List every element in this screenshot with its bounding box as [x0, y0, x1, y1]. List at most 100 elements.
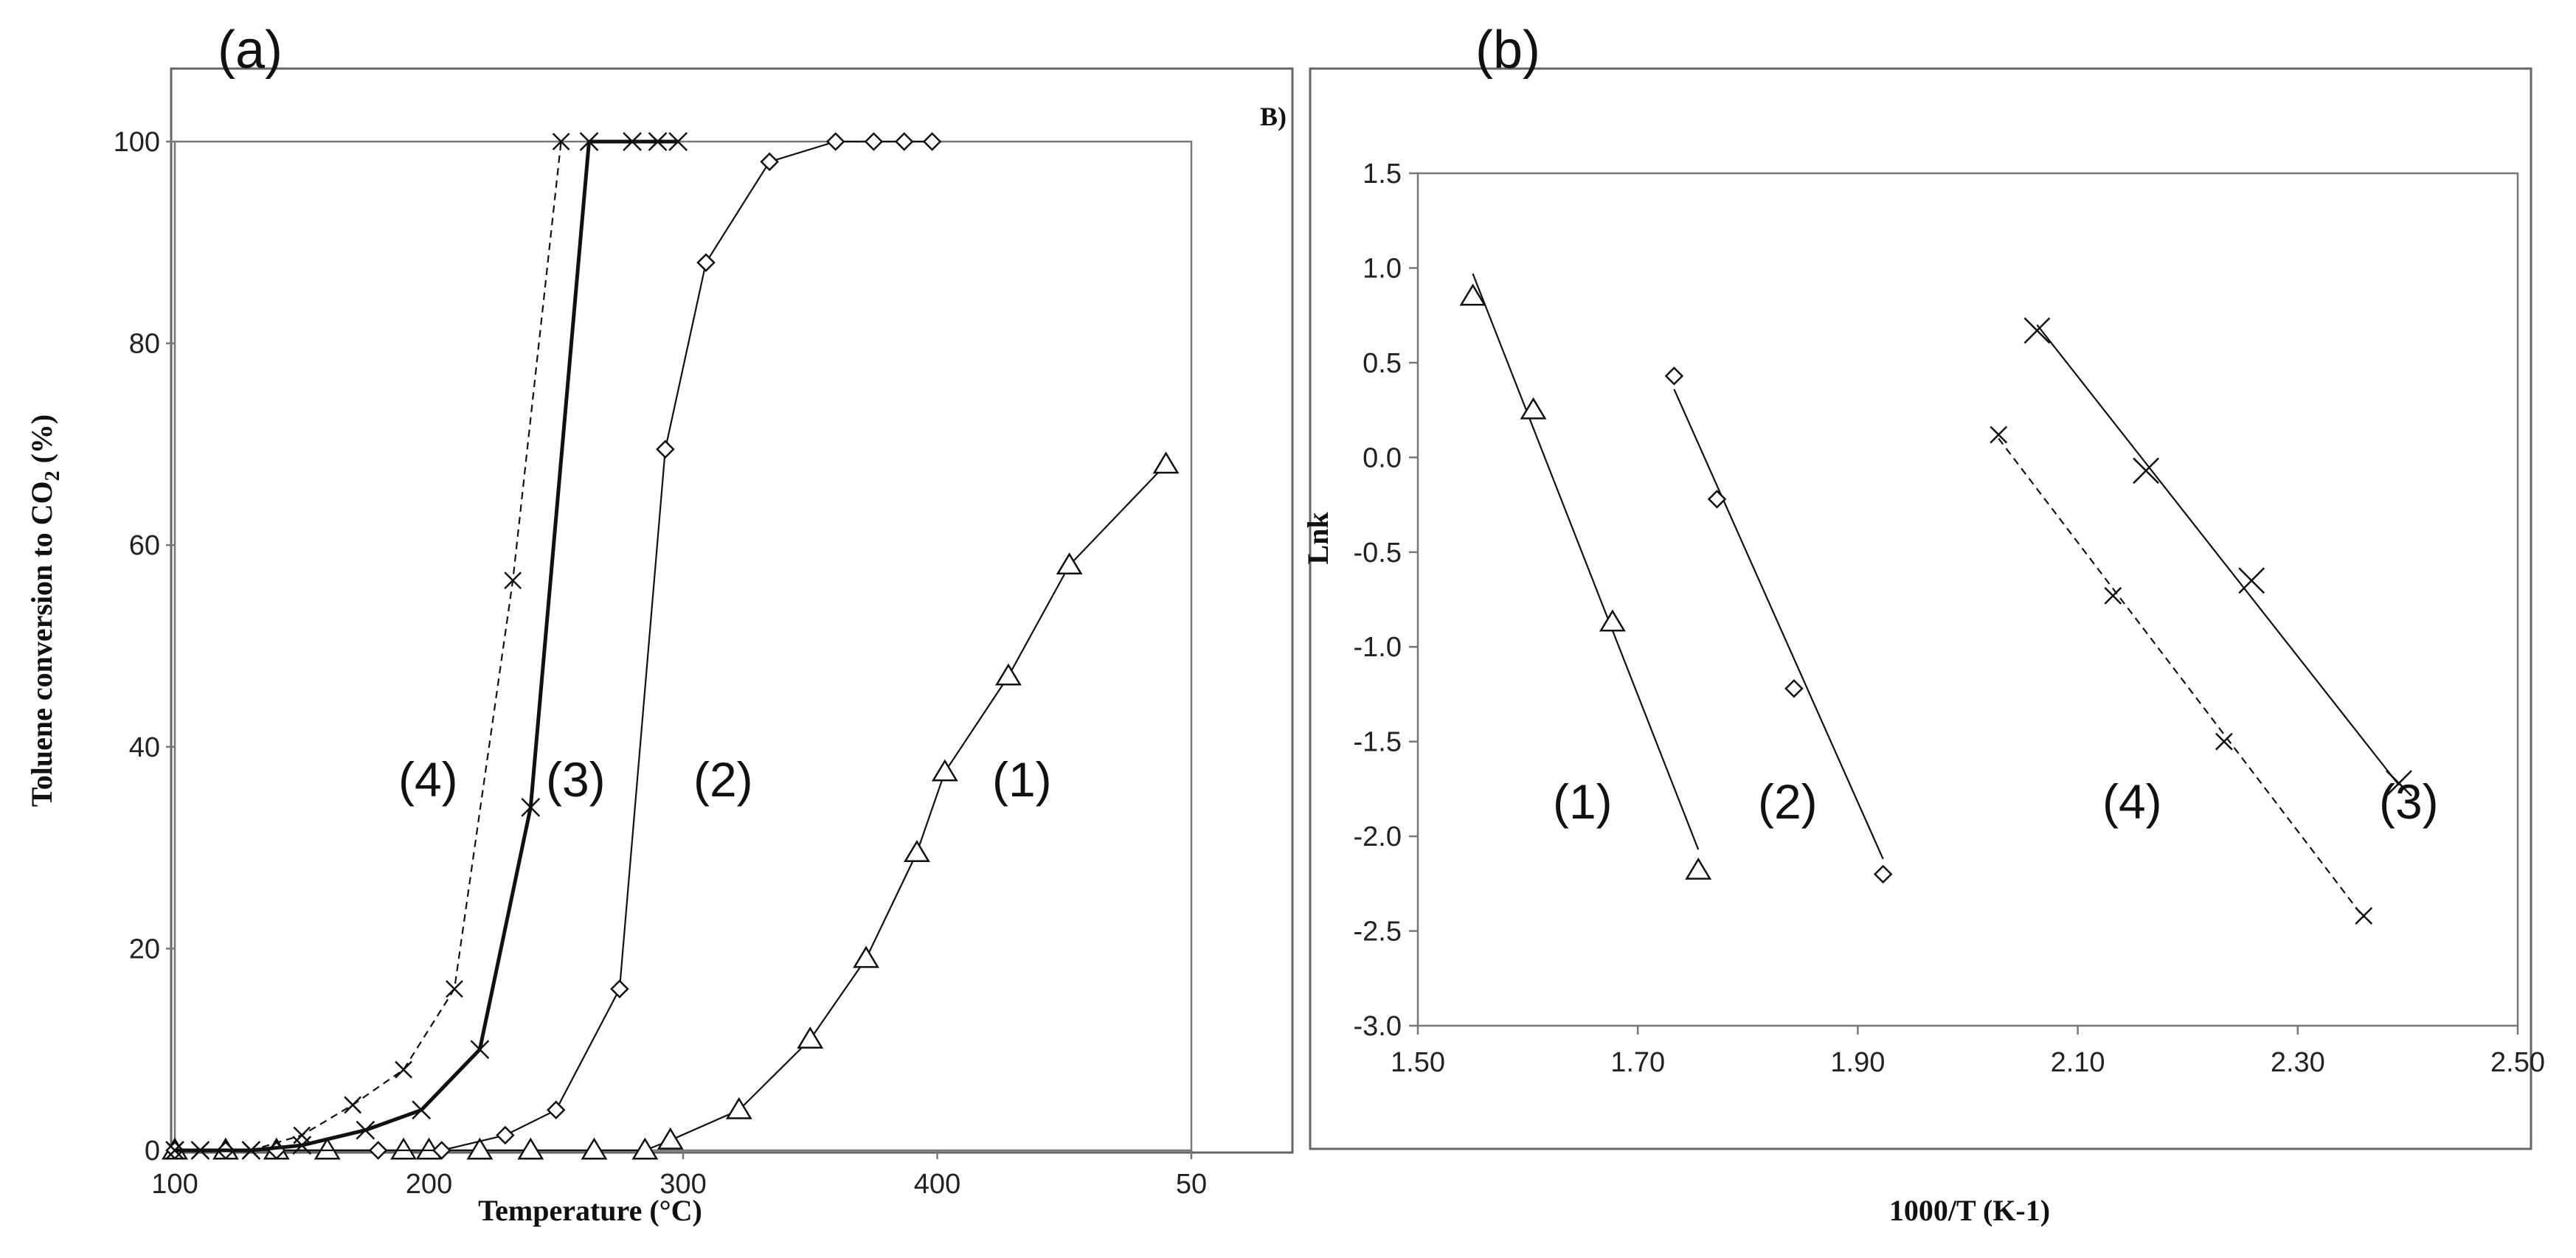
data-point-a-2 [696, 253, 716, 272]
data-point-a-1 [903, 840, 930, 862]
y-tick-label-b: 1.0 [1363, 253, 1402, 284]
data-point-a-1 [657, 1127, 684, 1150]
y-tick-label-b: -3.0 [1354, 1011, 1402, 1042]
y-axis-title-a-main: Toluene conversion to CO [25, 481, 58, 807]
curve-label-a-3: (3) [546, 752, 606, 807]
x-tick-label-a: 300 [659, 1169, 706, 1200]
data-point-a-3 [623, 132, 642, 151]
data-point-a-3 [292, 1136, 312, 1156]
y-axis-title-b: Lnk [1301, 512, 1334, 565]
curve-label-b-1: (1) [1553, 774, 1613, 829]
data-point-b-2 [1873, 864, 1893, 884]
y-tick-label-b: -2.5 [1354, 917, 1402, 948]
y-tick-label-b: 1.5 [1363, 159, 1402, 190]
panel-a-frame [170, 67, 1294, 1154]
chart-b-plot-box [1416, 172, 2519, 1027]
data-point-a-1 [631, 1137, 659, 1160]
data-point-b-1 [1685, 857, 1712, 880]
data-point-a-2 [546, 1100, 566, 1120]
series-line-a-2 [175, 140, 932, 1152]
x-tick-label-a: 200 [406, 1169, 452, 1200]
y-axis-title-a-sub: 2 [41, 470, 64, 481]
data-point-b-1 [1459, 283, 1486, 306]
data-point-a-4 [166, 1141, 184, 1159]
data-point-a-1 [466, 1137, 494, 1160]
panel-label-b: (b) [1475, 21, 1540, 80]
chart-a-plot-box [173, 140, 1193, 1152]
data-point-b-4 [2355, 907, 2373, 925]
x-tick-label-a: 100 [151, 1169, 198, 1200]
curve-label-b-3: (3) [2379, 774, 2439, 829]
data-point-a-3 [470, 1040, 490, 1060]
fit-line-b-2 [1673, 389, 1884, 860]
data-point-a-1 [1152, 451, 1180, 474]
y-tick-label-a: 60 [129, 530, 160, 561]
y-tick-label-b: -2.0 [1354, 821, 1402, 852]
y-tick-label-a: 80 [129, 329, 160, 360]
y-axis-title-a: Toluene conversion to CO2 (%) [25, 414, 64, 807]
y-tick-label-b: -0.5 [1354, 538, 1402, 569]
data-point-a-4 [446, 980, 463, 998]
data-point-a-2 [864, 132, 884, 151]
fit-line-b-3 [2036, 324, 2400, 786]
data-point-a-2 [825, 132, 845, 151]
data-point-b-3 [2238, 567, 2265, 594]
data-point-a-2 [922, 132, 942, 151]
data-point-a-1 [581, 1137, 608, 1160]
y-tick-label-a: 20 [129, 934, 160, 965]
data-point-a-4 [395, 1060, 412, 1079]
panel-label-a: (a) [218, 21, 283, 80]
data-point-a-4 [344, 1096, 362, 1114]
data-point-a-1 [314, 1137, 341, 1160]
data-point-a-1 [995, 663, 1022, 686]
data-point-a-2 [894, 132, 914, 151]
data-point-a-1 [725, 1097, 752, 1119]
fit-line-b-1 [1472, 273, 1700, 850]
x-axis-title-a: Temperature (°C) [478, 1194, 702, 1227]
data-point-b-3 [2023, 317, 2051, 344]
data-point-b-2 [1707, 490, 1727, 509]
x-tick-label-b: 2.10 [2051, 1047, 2105, 1078]
series-line-a-1 [175, 464, 1167, 1152]
data-point-a-1 [390, 1137, 418, 1160]
y-tick-label-b: 0.0 [1363, 442, 1402, 473]
data-point-a-3 [579, 132, 599, 151]
data-point-a-4 [242, 1141, 260, 1159]
data-point-b-1 [1599, 609, 1626, 632]
data-point-a-2 [368, 1141, 388, 1160]
x-tick-label-b: 1.50 [1391, 1047, 1445, 1078]
data-point-b-3 [2133, 457, 2159, 484]
x-tick-label-b: 2.30 [2271, 1047, 2325, 1078]
fit-line-b-4 [1998, 437, 2365, 919]
y-axis-title-a-tail: (%) [25, 414, 58, 471]
y-tick-label-a: 40 [129, 732, 160, 763]
chart-a-plot: 0 20 40 60 80 100 100 200 300 400 50 [114, 127, 1208, 1200]
x-tick-label-b: 2.50 [2490, 1047, 2545, 1078]
x-tick-label-a: 400 [914, 1169, 960, 1200]
y-tick-label-a: 100 [114, 127, 160, 158]
data-point-a-4 [504, 571, 522, 589]
y-tick-label-b: 0.5 [1363, 348, 1402, 379]
data-point-b-2 [1664, 366, 1684, 386]
data-point-a-2 [656, 439, 675, 459]
data-point-a-2 [610, 979, 629, 998]
data-point-a-1 [853, 945, 879, 968]
curve-label-a-2: (2) [693, 752, 753, 807]
data-point-a-4 [552, 133, 570, 150]
data-point-b-4 [2104, 586, 2122, 605]
data-point-a-1 [1056, 552, 1083, 575]
data-point-a-3 [668, 132, 688, 151]
series-line-a-3 [175, 139, 679, 1153]
data-point-a-2 [496, 1125, 515, 1145]
data-point-a-4 [293, 1126, 311, 1144]
data-point-b-4 [2215, 732, 2233, 751]
x-tick-label-b: 1.90 [1830, 1047, 1885, 1078]
x-axis-title-b: 1000/T (K-1) [1889, 1194, 2050, 1227]
panel-b-frame [1309, 67, 2532, 1150]
data-point-a-2 [432, 1141, 451, 1160]
data-point-a-4 [191, 1141, 210, 1159]
x-tick-label-a: 50 [1176, 1169, 1207, 1200]
data-point-a-3 [521, 797, 541, 817]
y-tick-label-a: 0 [145, 1136, 160, 1167]
